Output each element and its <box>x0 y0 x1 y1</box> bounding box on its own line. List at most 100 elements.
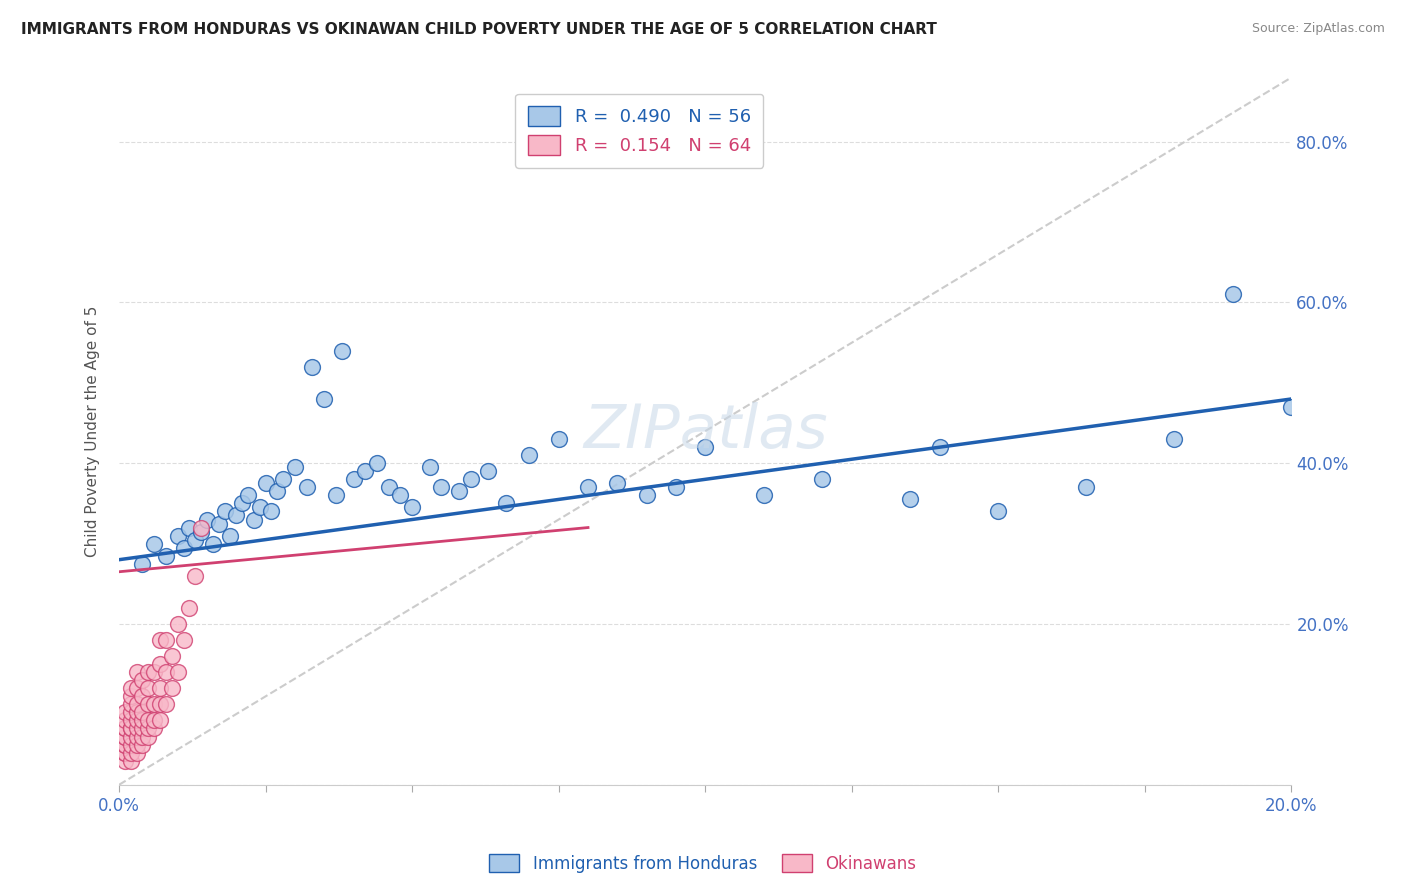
Point <box>330 343 353 358</box>
Point <box>477 464 499 478</box>
Point <box>120 730 142 744</box>
Point <box>131 738 153 752</box>
Point <box>695 440 717 454</box>
Point <box>366 456 388 470</box>
Point <box>208 516 231 531</box>
Point <box>131 557 153 571</box>
Point <box>120 738 142 752</box>
Point <box>231 496 253 510</box>
Point <box>114 706 136 720</box>
Point <box>495 496 517 510</box>
Point <box>114 722 136 736</box>
Point <box>665 480 688 494</box>
Point <box>173 633 195 648</box>
Point <box>190 520 212 534</box>
Point <box>114 746 136 760</box>
Point <box>155 549 177 563</box>
Point <box>125 706 148 720</box>
Point <box>160 681 183 696</box>
Point <box>460 472 482 486</box>
Point <box>125 665 148 680</box>
Point <box>401 500 423 515</box>
Point <box>114 730 136 744</box>
Point <box>325 488 347 502</box>
Point <box>143 714 166 728</box>
Text: ZIPatlas: ZIPatlas <box>583 401 828 460</box>
Point <box>114 754 136 768</box>
Point <box>149 681 172 696</box>
Point <box>811 472 834 486</box>
Text: Source: ZipAtlas.com: Source: ZipAtlas.com <box>1251 22 1385 36</box>
Point <box>120 706 142 720</box>
Point <box>143 722 166 736</box>
Point <box>138 730 160 744</box>
Point <box>184 568 207 582</box>
Point <box>260 504 283 518</box>
Point <box>547 432 569 446</box>
Point <box>143 536 166 550</box>
Point <box>125 698 148 712</box>
Point <box>190 524 212 539</box>
Point <box>131 673 153 688</box>
Point <box>179 520 201 534</box>
Point <box>987 504 1010 518</box>
Point <box>214 504 236 518</box>
Point <box>114 730 136 744</box>
Point <box>219 528 242 542</box>
Point <box>138 714 160 728</box>
Point <box>1076 480 1098 494</box>
Point <box>314 392 336 406</box>
Point <box>419 460 441 475</box>
Point <box>295 480 318 494</box>
Point <box>166 528 188 542</box>
Point <box>160 649 183 664</box>
Point <box>114 738 136 752</box>
Point <box>131 714 153 728</box>
Point <box>184 533 207 547</box>
Point <box>266 484 288 499</box>
Point <box>125 738 148 752</box>
Legend: Immigrants from Honduras, Okinawans: Immigrants from Honduras, Okinawans <box>482 847 924 880</box>
Point <box>114 722 136 736</box>
Point <box>125 730 148 744</box>
Point <box>301 359 323 374</box>
Point <box>354 464 377 478</box>
Point <box>125 681 148 696</box>
Point <box>166 617 188 632</box>
Point <box>1281 400 1303 414</box>
Point <box>149 698 172 712</box>
Point <box>149 714 172 728</box>
Point <box>1222 287 1244 301</box>
Point <box>131 730 153 744</box>
Point <box>138 722 160 736</box>
Point <box>284 460 307 475</box>
Point <box>900 492 922 507</box>
Point <box>155 633 177 648</box>
Point <box>155 698 177 712</box>
Point <box>254 476 277 491</box>
Point <box>377 480 399 494</box>
Text: IMMIGRANTS FROM HONDURAS VS OKINAWAN CHILD POVERTY UNDER THE AGE OF 5 CORRELATIO: IMMIGRANTS FROM HONDURAS VS OKINAWAN CHI… <box>21 22 936 37</box>
Point <box>131 690 153 704</box>
Point <box>1163 432 1185 446</box>
Point <box>143 665 166 680</box>
Point <box>120 698 142 712</box>
Point <box>138 681 160 696</box>
Point <box>131 706 153 720</box>
Point <box>576 480 599 494</box>
Point <box>120 681 142 696</box>
Point <box>125 746 148 760</box>
Point <box>149 633 172 648</box>
Point <box>143 698 166 712</box>
Point <box>120 690 142 704</box>
Point <box>125 714 148 728</box>
Point <box>636 488 658 502</box>
Point <box>149 657 172 672</box>
Point <box>928 440 950 454</box>
Point <box>114 746 136 760</box>
Point <box>125 722 148 736</box>
Point <box>195 512 218 526</box>
Legend: R =  0.490   N = 56, R =  0.154   N = 64: R = 0.490 N = 56, R = 0.154 N = 64 <box>515 94 763 168</box>
Point <box>519 448 541 462</box>
Point <box>138 665 160 680</box>
